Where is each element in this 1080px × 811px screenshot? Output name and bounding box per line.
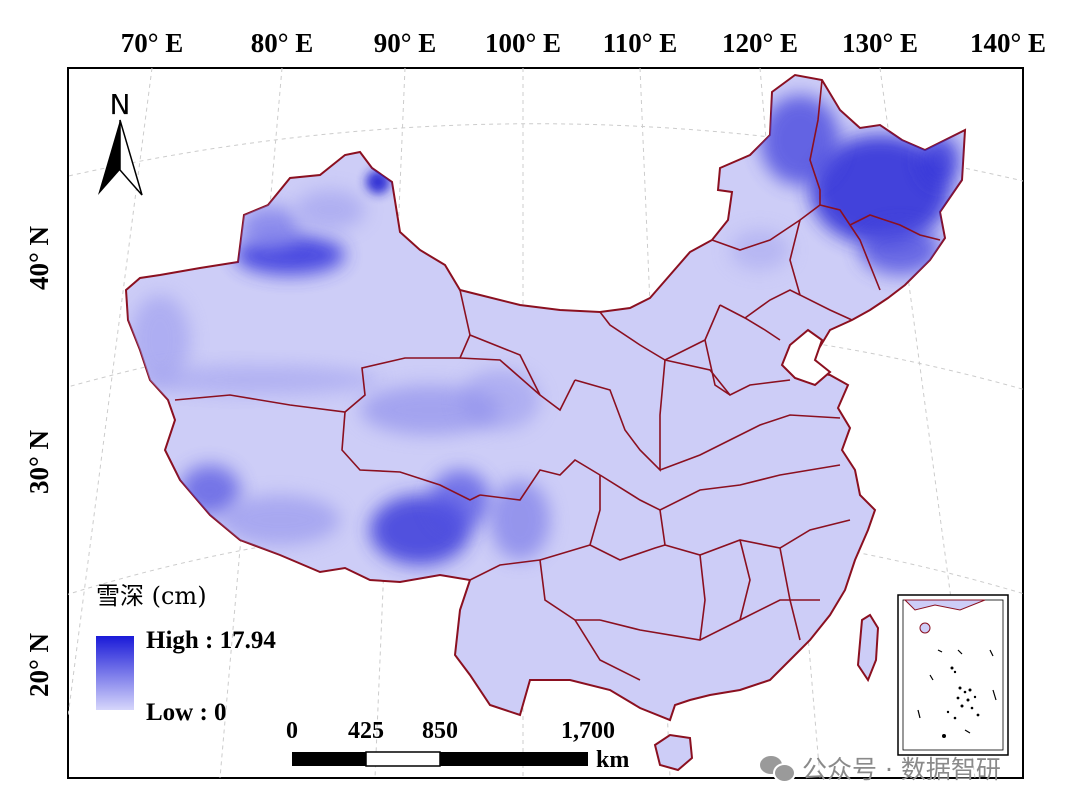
lon-label-70: 70° E xyxy=(121,28,184,58)
lon-label-130: 130° E xyxy=(842,28,918,58)
lon-label-110: 110° E xyxy=(603,28,678,58)
watermark: 公众号 · 数据智研 xyxy=(760,750,1001,786)
legend-high-label: High : 17.94 xyxy=(146,627,276,654)
province-boundaries xyxy=(174,79,941,681)
scale-tick-1700: 1,700 xyxy=(561,718,615,744)
scale-tick-0: 0 xyxy=(286,718,298,744)
lat-label-40: 40° N xyxy=(24,225,54,290)
north-label: N xyxy=(110,88,131,121)
legend: 雪深 (cm) High : 17.94 Low : 0 xyxy=(96,582,276,726)
legend-low-label: Low : 0 xyxy=(146,699,227,726)
scale-bar: 0 425 850 1,700 km xyxy=(286,718,629,773)
wechat-icon xyxy=(760,754,796,783)
lat-label-20: 20° N xyxy=(24,632,54,697)
scale-unit: km xyxy=(596,747,629,773)
lon-label-90: 90° E xyxy=(374,28,437,58)
lat-label-30: 30° N xyxy=(24,429,54,494)
latitude-labels: 40° N 30° N 20° N xyxy=(24,225,54,697)
hainan-island xyxy=(653,733,694,772)
watermark-text: 公众号 · 数据智研 xyxy=(802,755,1001,784)
lon-label-120: 120° E xyxy=(722,28,798,58)
scale-tick-850: 850 xyxy=(422,718,458,744)
lon-label-140: 140° E xyxy=(970,28,1046,58)
longitude-labels: 70° E 80° E 90° E 100° E 110° E 120° E 1… xyxy=(121,28,1046,58)
legend-title: 雪深 (cm) xyxy=(96,582,207,610)
bohai-sea xyxy=(780,328,832,387)
north-arrow-icon: N xyxy=(98,88,143,196)
legend-gradient xyxy=(96,636,134,710)
south-china-sea-inset xyxy=(897,594,1009,756)
china-snow-raster xyxy=(124,73,967,722)
lon-label-80: 80° E xyxy=(251,28,314,58)
scale-tick-425: 425 xyxy=(348,718,384,744)
lon-label-100: 100° E xyxy=(485,28,561,58)
taiwan-island xyxy=(856,613,880,683)
